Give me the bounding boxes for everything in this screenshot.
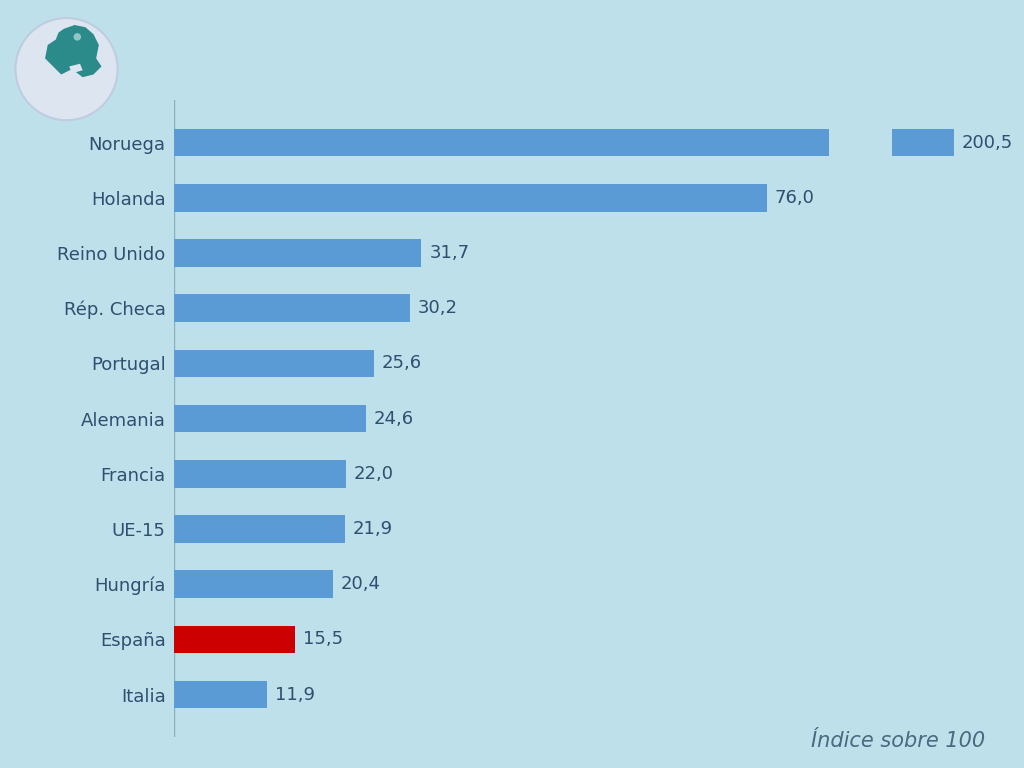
Text: 24,6: 24,6 [374,409,414,428]
Bar [174,460,346,488]
Text: 25,6: 25,6 [382,354,422,372]
Text: 76,0: 76,0 [775,189,815,207]
Bar [174,571,333,598]
Bar [174,680,267,708]
Text: 15,5: 15,5 [303,631,343,648]
Bar [174,294,410,322]
Text: 22,0: 22,0 [353,465,393,483]
Bar [174,184,767,212]
Text: 200,5: 200,5 [963,134,1014,151]
Text: 11,9: 11,9 [274,686,314,703]
Text: 20,4: 20,4 [341,575,381,593]
Bar [174,239,422,266]
Bar [174,515,345,543]
Bar [174,349,374,377]
Text: 31,7: 31,7 [429,244,469,262]
Bar [174,129,829,157]
Text: 21,9: 21,9 [352,520,393,538]
Polygon shape [45,25,101,78]
Polygon shape [70,64,83,74]
Polygon shape [831,132,843,153]
Circle shape [15,18,118,121]
Polygon shape [846,132,857,153]
Text: 30,2: 30,2 [418,300,458,317]
Bar [892,129,954,157]
Text: Índice sobre 100: Índice sobre 100 [811,731,985,751]
Circle shape [74,33,81,41]
Bar [174,405,366,432]
Bar [174,625,295,653]
